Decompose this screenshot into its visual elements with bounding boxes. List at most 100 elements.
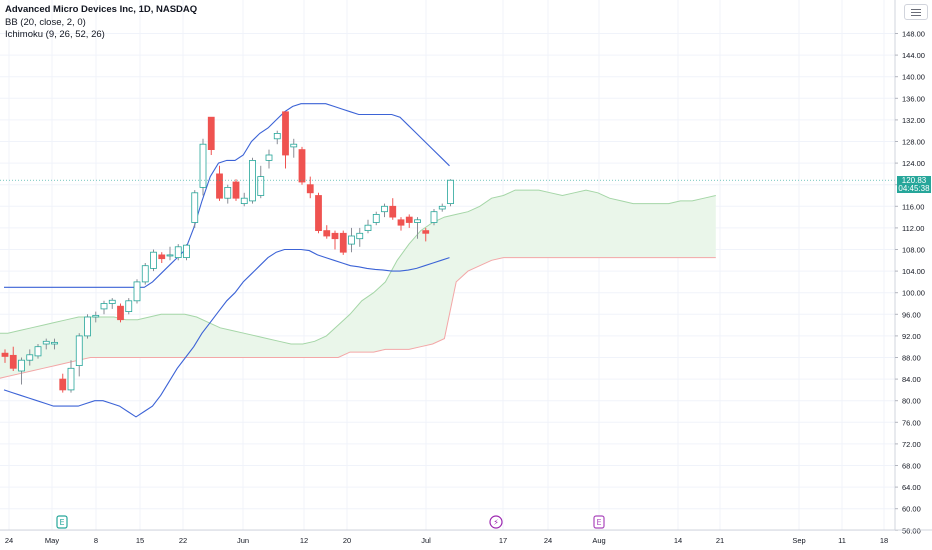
menu-line-icon — [911, 11, 921, 13]
time-tick-label: 22 — [179, 536, 187, 545]
time-tick-label: 17 — [499, 536, 507, 545]
candle-body — [372, 213, 380, 223]
marker-outline — [489, 515, 503, 529]
candle-body — [183, 244, 190, 258]
candle-body — [447, 179, 454, 205]
price-tick-label: 68.00 — [902, 462, 921, 471]
price-tick-label: 136.00 — [902, 94, 925, 103]
bollinger-bands — [3, 103, 450, 418]
candle-body — [51, 341, 58, 345]
candle-body — [224, 186, 232, 199]
price-tick-label: 92.00 — [902, 332, 921, 341]
time-tick-label: 24 — [544, 536, 552, 545]
price-tick-label: 128.00 — [902, 138, 925, 147]
candle-body — [34, 346, 42, 357]
candle-body — [191, 192, 199, 223]
bar-countdown: 04:45:38 — [898, 184, 930, 193]
candle-body — [282, 111, 289, 156]
candle-body — [92, 314, 100, 318]
chart-menu-button[interactable] — [904, 4, 928, 20]
price-tick-label: 148.00 — [902, 30, 925, 39]
price-tick-label: 124.00 — [902, 159, 925, 168]
candle-body — [240, 197, 248, 204]
candle-body — [397, 219, 405, 226]
candle-body — [166, 254, 174, 257]
candle-body — [133, 281, 141, 302]
time-tick-label: 15 — [136, 536, 144, 545]
price-tick-label: 100.00 — [902, 289, 925, 298]
time-tick-label: May — [45, 536, 59, 545]
price-tick-label: 88.00 — [902, 354, 921, 363]
bb-lower-line — [3, 248, 450, 418]
candle-body — [207, 116, 215, 150]
candle-body — [150, 251, 157, 269]
candlestick-series — [0, 111, 895, 393]
candle-body — [273, 132, 281, 140]
candle-body — [59, 378, 67, 391]
candle-body — [9, 354, 17, 369]
time-tick-label: 11 — [838, 536, 846, 545]
marker-label: ⚡ — [493, 518, 499, 527]
candle-body — [339, 232, 347, 253]
event-markers[interactable]: E ⚡ E — [56, 515, 605, 529]
price-tick-label: 84.00 — [902, 375, 921, 384]
marker-label: E — [596, 518, 601, 527]
candle-body — [405, 216, 413, 223]
ichimoku-indicator-label[interactable]: Ichimoku (9, 26, 52, 26) — [5, 29, 105, 40]
time-tick-label: Jul — [421, 536, 431, 545]
time-tick-label: 20 — [343, 536, 351, 545]
candle-body — [108, 299, 116, 304]
candle-body — [414, 219, 421, 223]
cloud-fill — [0, 190, 716, 379]
candle-body — [348, 235, 355, 245]
candle-body — [141, 265, 149, 283]
candle-body — [257, 176, 265, 196]
candle-body — [125, 300, 133, 312]
candle-body — [75, 335, 83, 366]
dividend-icon: ⚡ — [489, 515, 503, 529]
price-tick-label: 108.00 — [902, 246, 925, 255]
price-tick-label: 144.00 — [902, 51, 925, 60]
time-tick-label: Aug — [592, 536, 605, 545]
price-axis[interactable]: 148.00 144.00 140.00 136.00 132.00 128.00 124.… — [894, 0, 925, 535]
candle-body — [389, 205, 397, 218]
marker-outline — [593, 515, 605, 529]
candle-body — [232, 181, 240, 199]
candle-body — [67, 367, 75, 391]
menu-line-icon — [911, 8, 921, 10]
candle-body — [364, 224, 372, 231]
time-tick-label: 8 — [94, 536, 98, 545]
candle-body — [331, 232, 339, 240]
candle-body — [265, 154, 273, 161]
price-tick-label: 60.00 — [902, 505, 921, 514]
bb-indicator-label[interactable]: BB (20, close, 2, 0) — [5, 16, 86, 28]
time-axis[interactable]: 24 May 8 15 22 Jun 12 20 Jul 17 24 Aug 14 21 Sep 11 18 — [0, 529, 932, 545]
price-tick-label: 132.00 — [902, 116, 925, 125]
time-tick-label: 12 — [300, 536, 308, 545]
time-tick-label: Jun — [237, 536, 249, 545]
price-tick-label: 96.00 — [902, 310, 921, 319]
earnings-icon: E — [593, 515, 605, 529]
candle-body — [356, 232, 364, 240]
price-tick-label: 56.00 — [902, 526, 921, 535]
time-tick-label: 21 — [716, 536, 724, 545]
candle-body — [216, 173, 223, 199]
price-tick-label: 104.00 — [902, 267, 925, 276]
candle-body — [381, 205, 388, 213]
time-tick-label: 14 — [674, 536, 682, 545]
candle-body — [174, 246, 182, 259]
menu-line-icon — [911, 14, 921, 16]
time-tick-label: 18 — [880, 536, 888, 545]
candle-body — [158, 254, 166, 260]
price-tick-label: 64.00 — [902, 483, 921, 492]
marker-label: E — [59, 518, 64, 527]
time-tick-label: 24 — [5, 536, 13, 545]
candle-body — [306, 184, 314, 194]
symbol-title[interactable]: Advanced Micro Devices Inc, 1D, NASDAQ — [5, 4, 198, 15]
price-tick-label: 72.00 — [902, 440, 921, 449]
candle-body — [199, 143, 207, 188]
candle-body — [290, 143, 298, 148]
marker-outline — [56, 515, 68, 529]
last-price-tag: 120.83 04:45:38 — [897, 176, 931, 193]
